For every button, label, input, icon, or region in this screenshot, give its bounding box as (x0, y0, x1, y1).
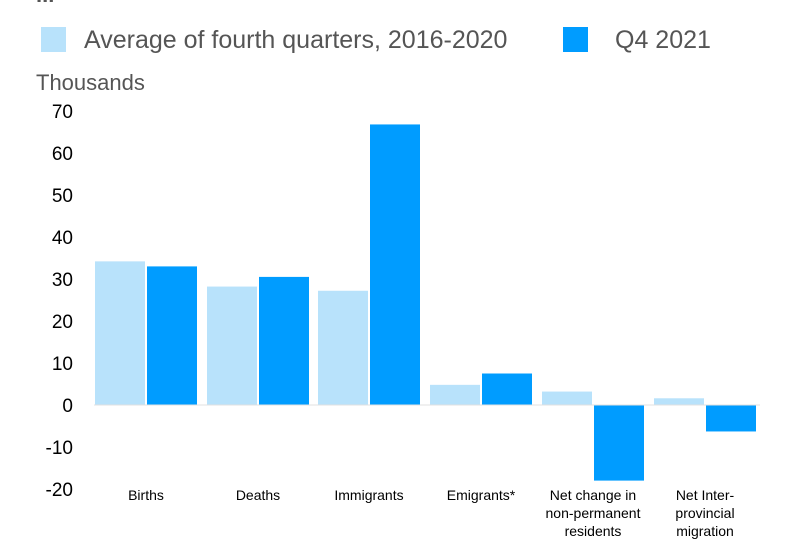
bar-series-2-2 (370, 124, 420, 405)
x-category-label-line: migration (676, 523, 734, 539)
bars (95, 124, 756, 481)
legend: Average of fourth quarters, 2016-2020 Q4 … (41, 26, 711, 54)
x-category-label-line: Net change in (550, 487, 636, 503)
x-category-label-line: provincial (675, 505, 734, 521)
bar-series-1-1 (207, 286, 257, 405)
x-category-label-line: Immigrants (334, 487, 403, 503)
legend-label-series-2: Q4 2021 (615, 26, 711, 54)
x-category-label: Emigrants* (447, 487, 516, 503)
y-tick-label: 70 (52, 102, 73, 123)
x-category-label: Net Inter-provincial migration (675, 487, 734, 539)
bar-series-2-1 (259, 276, 309, 405)
bar-series-2-4 (594, 405, 644, 481)
x-category-label-line: Births (128, 487, 164, 503)
y-tick-label: 0 (62, 396, 73, 417)
x-category-label: Net change in non-permanent residents (546, 487, 641, 539)
y-axis-ticks: 70 60 50 40 30 20 10 0 -10 -20 (46, 102, 73, 501)
y-axis-unit-label: Thousands (36, 70, 145, 95)
x-category-label-line: Emigrants* (447, 487, 516, 503)
bar-series-2-0 (147, 266, 197, 405)
bar-series-1-2 (318, 290, 368, 405)
bar-series-1-0 (95, 261, 145, 405)
bar-series-1-4 (542, 391, 592, 405)
y-tick-label: -10 (46, 438, 73, 459)
x-category-label: Immigrants (334, 487, 403, 503)
y-tick-label: -20 (46, 480, 73, 501)
x-category-label-line: residents (565, 523, 622, 539)
title-fragment: ... (36, 0, 54, 7)
legend-swatch-series-1 (41, 27, 66, 52)
y-tick-label: 50 (52, 186, 73, 207)
y-tick-label: 10 (52, 354, 73, 375)
y-tick-label: 40 (52, 228, 73, 249)
legend-swatch-series-2 (563, 27, 588, 52)
x-category-label: Births (128, 487, 164, 503)
legend-label-series-1: Average of fourth quarters, 2016-2020 (84, 26, 507, 54)
y-tick-label: 60 (52, 144, 73, 165)
bar-series-2-5 (706, 405, 756, 432)
x-category-label-line: non-permanent (546, 505, 641, 521)
y-tick-label: 20 (52, 312, 73, 333)
y-tick-label: 30 (52, 270, 73, 291)
bar-series-1-5 (654, 398, 704, 405)
x-axis-category-labels: Births Deaths Immigrants Emigrants* Net chan… (128, 487, 734, 539)
x-category-label: Deaths (236, 487, 280, 503)
bar-series-1-3 (430, 384, 480, 405)
x-category-label-line: Net Inter- (676, 487, 735, 503)
bar-series-2-3 (482, 373, 532, 405)
x-category-label-line: Deaths (236, 487, 280, 503)
